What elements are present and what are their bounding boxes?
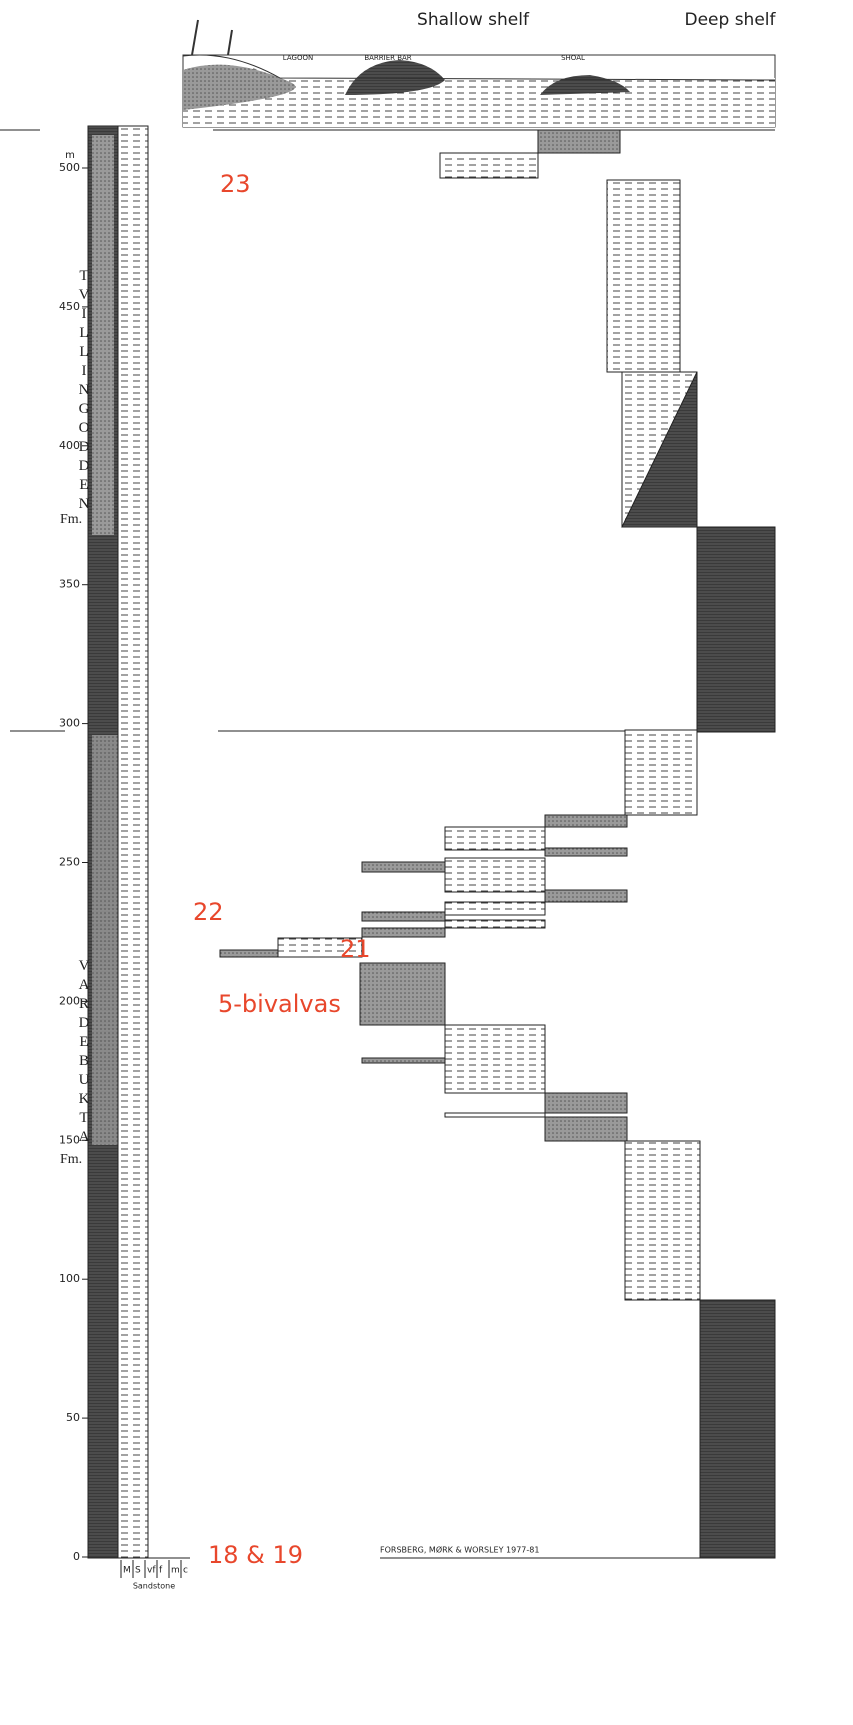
sample-label: 21 [340,935,371,963]
depth-label: 300 [59,717,80,730]
grain-size: vf [147,1566,156,1576]
formation-name: VARDEBUKTA [75,958,95,1148]
grain-label: Sandstone [133,1582,175,1591]
lithology-column [88,126,190,1558]
grain-size: c [183,1566,188,1576]
formation-name: TVILLINGODDEN [75,268,95,515]
page: Shallow shelf Deep shelf LAGOON BARRIER … [0,0,853,1725]
sample-label: 18 & 19 [208,1541,303,1569]
grain-size: S [135,1566,141,1576]
zone-label: Shallow shelf [417,10,530,30]
profile [183,20,775,127]
depth-label: 500 [59,161,80,174]
diagram: Shallow shelf Deep shelf LAGOON BARRIER … [0,0,853,1725]
formation-suffix: Fm. [60,1152,82,1168]
sample-label: 22 [193,898,224,926]
environment-label: SHOAL [561,54,585,62]
environment-label: LAGOON [283,54,313,62]
facies-boxes [220,130,775,1558]
formation-suffix: Fm. [60,512,82,528]
depth-label: 250 [59,856,80,869]
grain-size: f [159,1566,163,1576]
environment-label: BARRIER BAR [364,54,411,62]
grain-size: M [123,1566,131,1576]
zone-label: Deep shelf [684,10,776,30]
sample-label: 5-bivalvas [218,990,341,1018]
depth-label: 0 [73,1550,80,1563]
scale-unit: m [65,150,75,161]
depth-label: 350 [59,578,80,591]
grain-size: m [171,1566,180,1576]
depth-label: 50 [66,1411,80,1424]
sample-label: 23 [220,170,251,198]
credit: FORSBERG, MØRK & WORSLEY 1977-81 [380,1545,539,1555]
depth-label: 100 [59,1272,80,1285]
